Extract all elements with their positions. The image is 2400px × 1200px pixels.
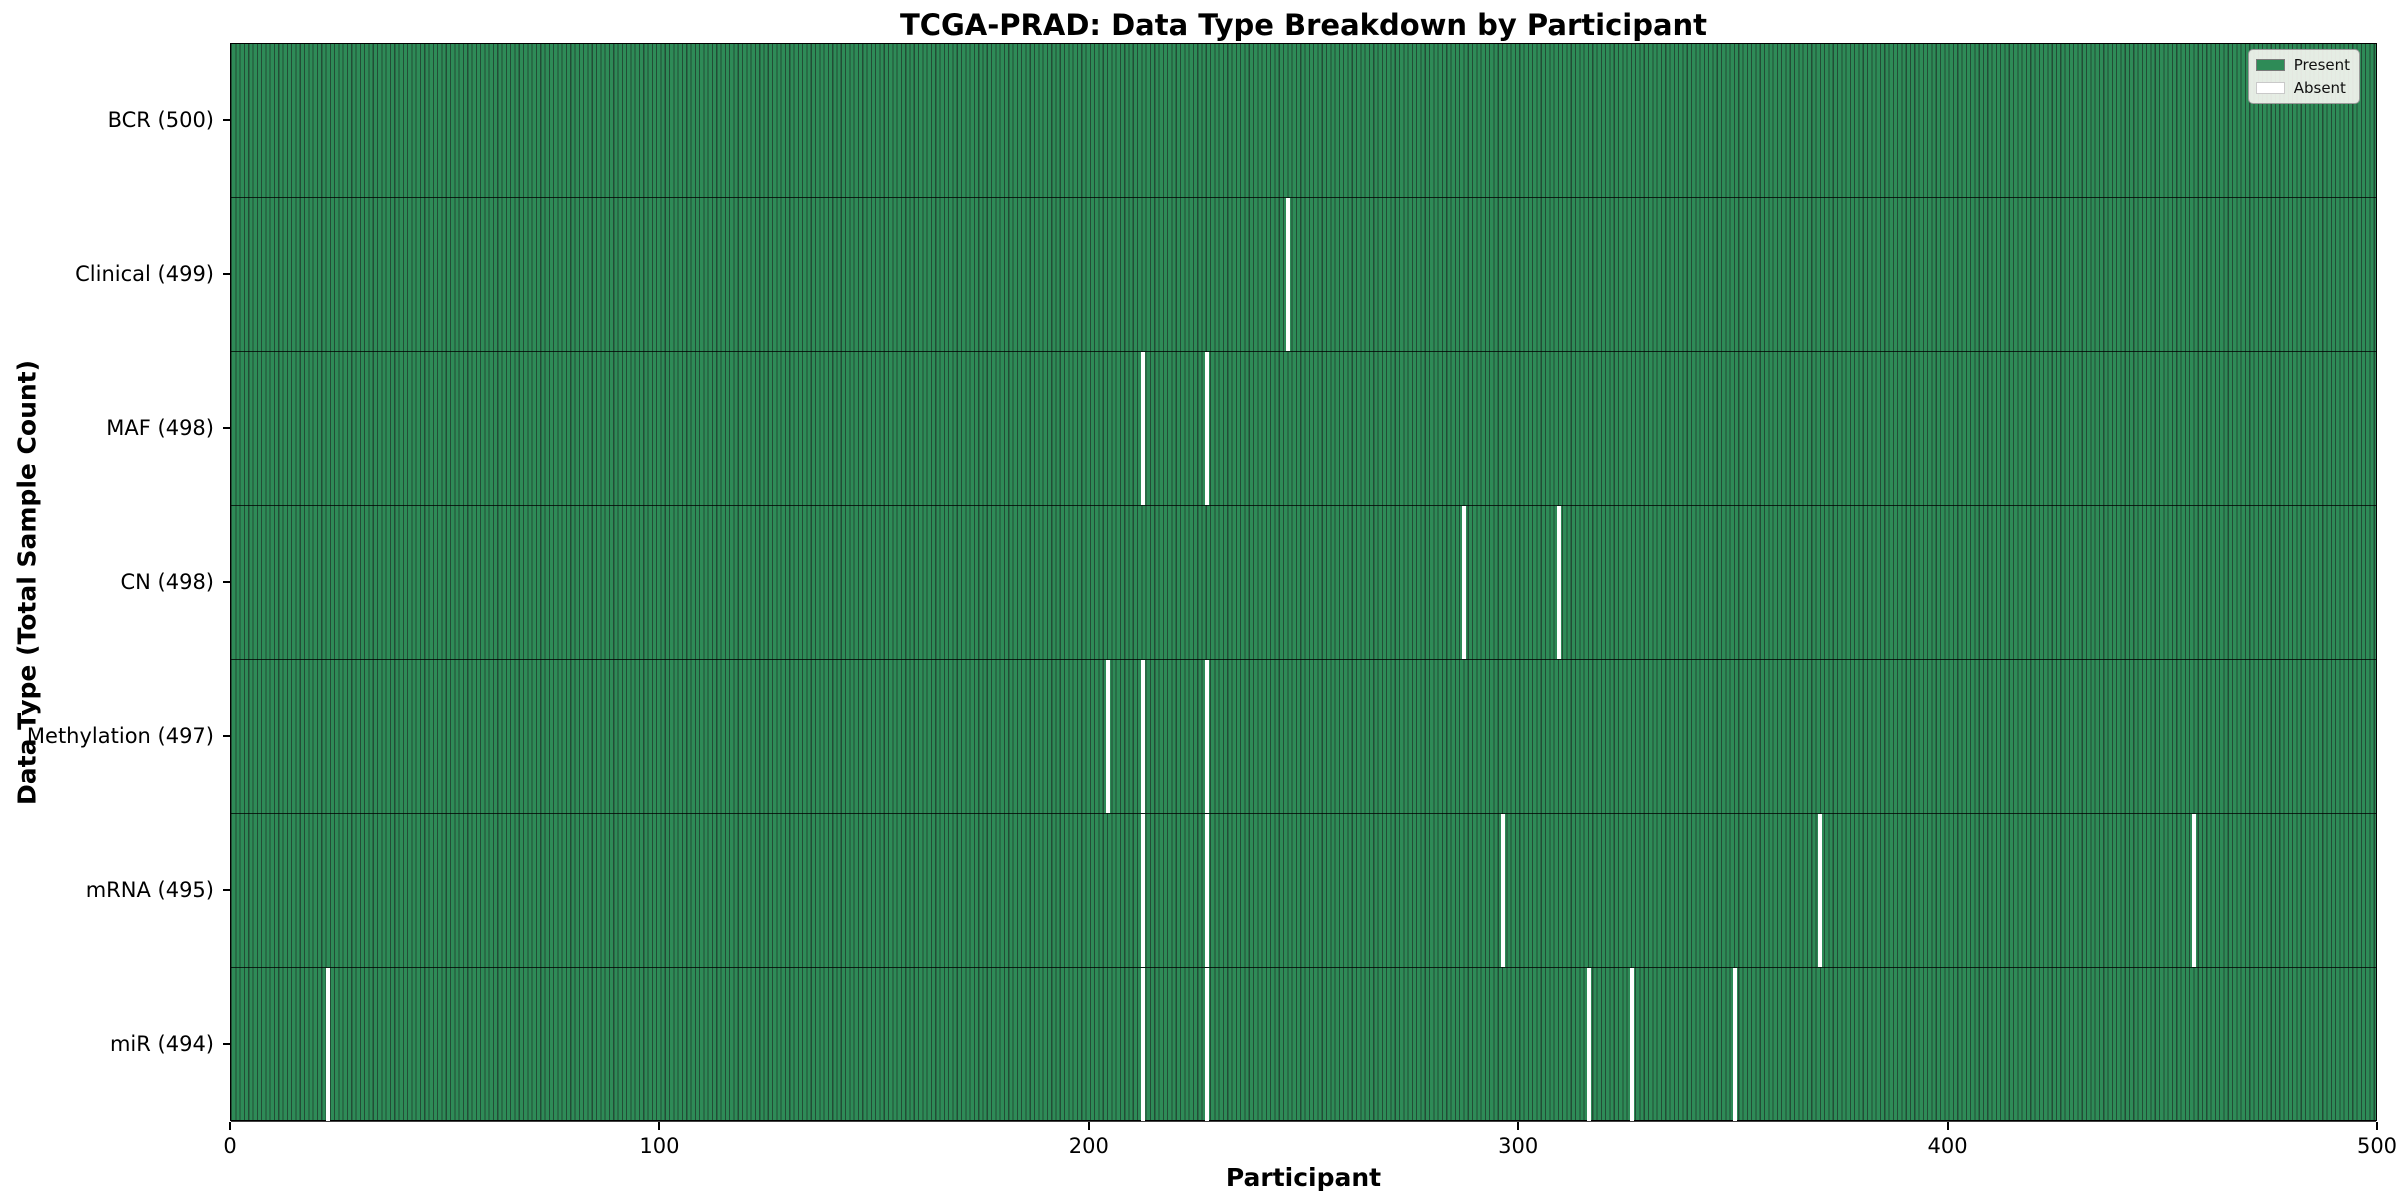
absent-marker — [1286, 198, 1291, 351]
legend: Present Absent — [2247, 49, 2360, 104]
absent-marker — [1629, 968, 1634, 1121]
absent-marker — [325, 968, 330, 1121]
x-tick-label: 500 — [2356, 1134, 2398, 1158]
y-tick-mark — [223, 427, 230, 429]
y-tick-label: mRNA (495) — [85, 878, 214, 902]
legend-item-absent: Absent — [2255, 79, 2350, 97]
absent-marker — [1140, 660, 1145, 813]
y-tick-mark — [223, 119, 230, 121]
chart-title: TCGA-PRAD: Data Type Breakdown by Partic… — [899, 8, 1708, 42]
x-tick-mark — [658, 1122, 661, 1130]
legend-label: Present — [2293, 56, 2350, 74]
absent-marker — [1204, 352, 1209, 505]
presence-row-bcr — [231, 44, 2376, 198]
presence-row-maf — [231, 352, 2376, 506]
y-tick-label: Clinical (499) — [75, 262, 214, 286]
y-tick-label: miR (494) — [109, 1032, 214, 1056]
legend-item-present: Present — [2255, 56, 2350, 74]
present-swatch — [2255, 59, 2285, 71]
x-tick-mark — [2376, 1122, 2378, 1130]
x-tick-mark — [229, 1122, 231, 1130]
presence-row-cn — [231, 506, 2376, 660]
absent-marker — [1556, 506, 1561, 659]
absent-marker — [1204, 814, 1209, 967]
x-tick-label: 300 — [1498, 1134, 1539, 1158]
x-tick-mark — [1087, 1122, 1090, 1130]
absent-marker — [1500, 814, 1505, 967]
x-tick-mark — [1946, 1122, 1949, 1130]
presence-row-clinical — [231, 198, 2376, 352]
absent-marker — [1462, 506, 1467, 659]
y-tick-label: CN (498) — [120, 570, 214, 594]
y-tick-mark — [223, 889, 230, 891]
y-tick-label: MAF (498) — [106, 416, 214, 440]
y-tick-label: BCR (500) — [107, 108, 214, 132]
x-tick-label: 0 — [223, 1134, 237, 1158]
y-tick-label: Methylation (497) — [26, 724, 214, 748]
absent-marker — [1818, 814, 1823, 967]
absent-marker — [1140, 352, 1145, 505]
absent-marker — [1204, 660, 1209, 813]
y-tick-mark — [223, 735, 230, 737]
absent-marker — [2191, 814, 2196, 967]
absent-marker — [1732, 968, 1737, 1121]
x-axis-label: Participant — [1225, 1163, 1382, 1192]
y-tick-mark — [223, 1043, 230, 1045]
presence-row-mir — [231, 968, 2376, 1122]
absent-marker — [1204, 968, 1209, 1121]
x-tick-label: 100 — [639, 1134, 680, 1158]
absent-marker — [1586, 968, 1591, 1121]
presence-row-mrna — [231, 814, 2376, 968]
presence-row-methylation — [231, 660, 2376, 814]
x-tick-mark — [1517, 1122, 1520, 1130]
absent-marker — [1140, 968, 1145, 1121]
y-tick-mark — [223, 273, 230, 275]
x-tick-label: 400 — [1927, 1134, 1968, 1158]
absent-marker — [1106, 660, 1111, 813]
legend-label: Absent — [2293, 79, 2346, 97]
absent-swatch — [2255, 82, 2285, 94]
plot-area: Present Absent — [230, 43, 2377, 1122]
x-tick-label: 200 — [1068, 1134, 1109, 1158]
y-tick-mark — [223, 581, 230, 583]
absent-marker — [1140, 814, 1145, 967]
